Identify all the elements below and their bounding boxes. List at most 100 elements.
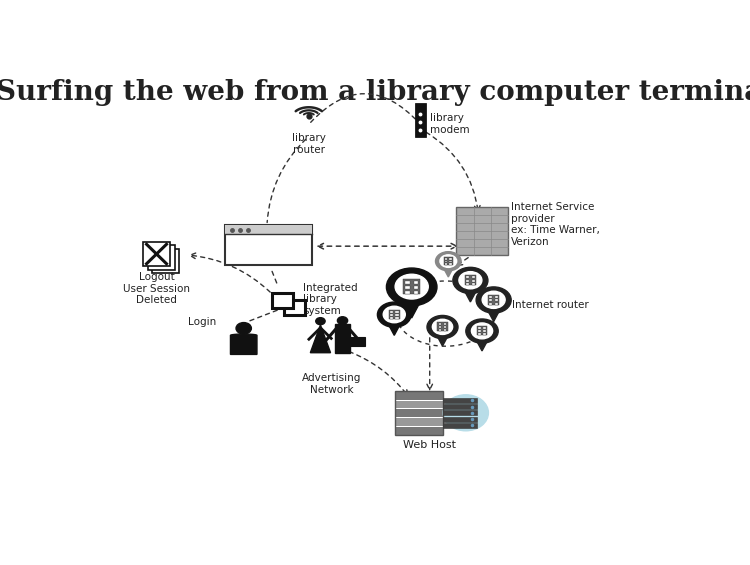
Circle shape: [472, 323, 493, 339]
Bar: [478, 333, 481, 335]
Bar: [495, 303, 498, 305]
Bar: [442, 423, 477, 428]
Bar: [405, 281, 410, 284]
Bar: [445, 260, 448, 262]
Bar: [483, 331, 486, 332]
Bar: [405, 286, 410, 289]
Bar: [489, 299, 493, 301]
Bar: [404, 280, 420, 294]
Circle shape: [395, 274, 428, 299]
Bar: [443, 324, 446, 325]
Bar: [466, 283, 470, 285]
Polygon shape: [230, 334, 257, 354]
Bar: [395, 314, 398, 316]
Bar: [439, 329, 442, 331]
Bar: [442, 404, 477, 409]
Ellipse shape: [443, 395, 488, 431]
Polygon shape: [462, 286, 478, 302]
Polygon shape: [310, 325, 331, 353]
Bar: [272, 293, 292, 308]
Bar: [224, 225, 312, 234]
Bar: [477, 327, 488, 336]
Bar: [442, 410, 477, 415]
Bar: [478, 327, 481, 329]
Text: Integrated
library
system: Integrated library system: [303, 282, 358, 316]
Bar: [395, 311, 398, 312]
Circle shape: [453, 267, 488, 294]
Bar: [143, 242, 170, 267]
Text: Internet Service
provider
ex: Time Warner,
Verizon: Internet Service provider ex: Time Warne…: [511, 202, 600, 247]
Bar: [388, 310, 400, 319]
Bar: [395, 391, 443, 434]
Bar: [413, 286, 419, 289]
Text: Logout
User Session
Deleted: Logout User Session Deleted: [123, 272, 190, 306]
Bar: [466, 280, 470, 282]
Text: Internet router: Internet router: [512, 300, 589, 310]
Bar: [478, 331, 481, 332]
Bar: [395, 317, 398, 319]
Bar: [152, 249, 179, 273]
Bar: [224, 225, 312, 266]
Bar: [472, 283, 475, 285]
Bar: [442, 416, 477, 421]
Polygon shape: [386, 320, 403, 336]
Bar: [390, 314, 393, 316]
Bar: [443, 329, 446, 331]
Bar: [449, 258, 452, 260]
Bar: [449, 260, 452, 262]
Bar: [489, 296, 493, 298]
Bar: [466, 276, 470, 279]
Bar: [413, 281, 419, 284]
Bar: [465, 275, 476, 285]
Bar: [457, 207, 508, 255]
Polygon shape: [442, 266, 454, 277]
Circle shape: [476, 287, 512, 313]
Polygon shape: [400, 295, 424, 318]
Polygon shape: [435, 332, 450, 346]
Circle shape: [440, 255, 457, 267]
Text: Surfing the web from a library computer terminal: Surfing the web from a library computer …: [0, 79, 750, 106]
Circle shape: [236, 323, 251, 334]
Polygon shape: [474, 336, 490, 351]
Circle shape: [377, 302, 411, 327]
Circle shape: [482, 291, 506, 308]
Circle shape: [427, 315, 458, 338]
Bar: [350, 337, 365, 346]
Bar: [395, 418, 443, 426]
Circle shape: [383, 306, 405, 323]
Bar: [495, 299, 498, 301]
Circle shape: [436, 251, 461, 271]
Bar: [472, 276, 475, 279]
Bar: [449, 263, 452, 264]
Bar: [483, 327, 486, 329]
Circle shape: [316, 318, 325, 325]
Circle shape: [432, 319, 453, 334]
Bar: [489, 303, 493, 305]
Bar: [395, 427, 443, 434]
Polygon shape: [485, 306, 502, 321]
Text: Login: Login: [188, 318, 216, 327]
Circle shape: [466, 319, 498, 343]
Bar: [495, 296, 498, 298]
Text: Advertising
Network: Advertising Network: [302, 373, 362, 395]
Bar: [439, 324, 442, 325]
Bar: [445, 263, 448, 264]
Bar: [148, 245, 175, 270]
Circle shape: [338, 317, 348, 324]
Bar: [445, 258, 448, 260]
Bar: [284, 299, 305, 315]
Text: Web Host: Web Host: [403, 440, 456, 450]
Bar: [395, 410, 443, 417]
Bar: [405, 291, 410, 294]
Bar: [443, 327, 446, 328]
Text: library
modem: library modem: [430, 113, 470, 134]
Bar: [335, 324, 350, 353]
Bar: [444, 258, 452, 265]
Bar: [413, 291, 419, 294]
Bar: [442, 398, 477, 403]
Bar: [390, 317, 393, 319]
Text: library
router: library router: [292, 133, 326, 155]
Bar: [488, 295, 500, 305]
Circle shape: [386, 268, 437, 306]
Bar: [390, 311, 393, 312]
